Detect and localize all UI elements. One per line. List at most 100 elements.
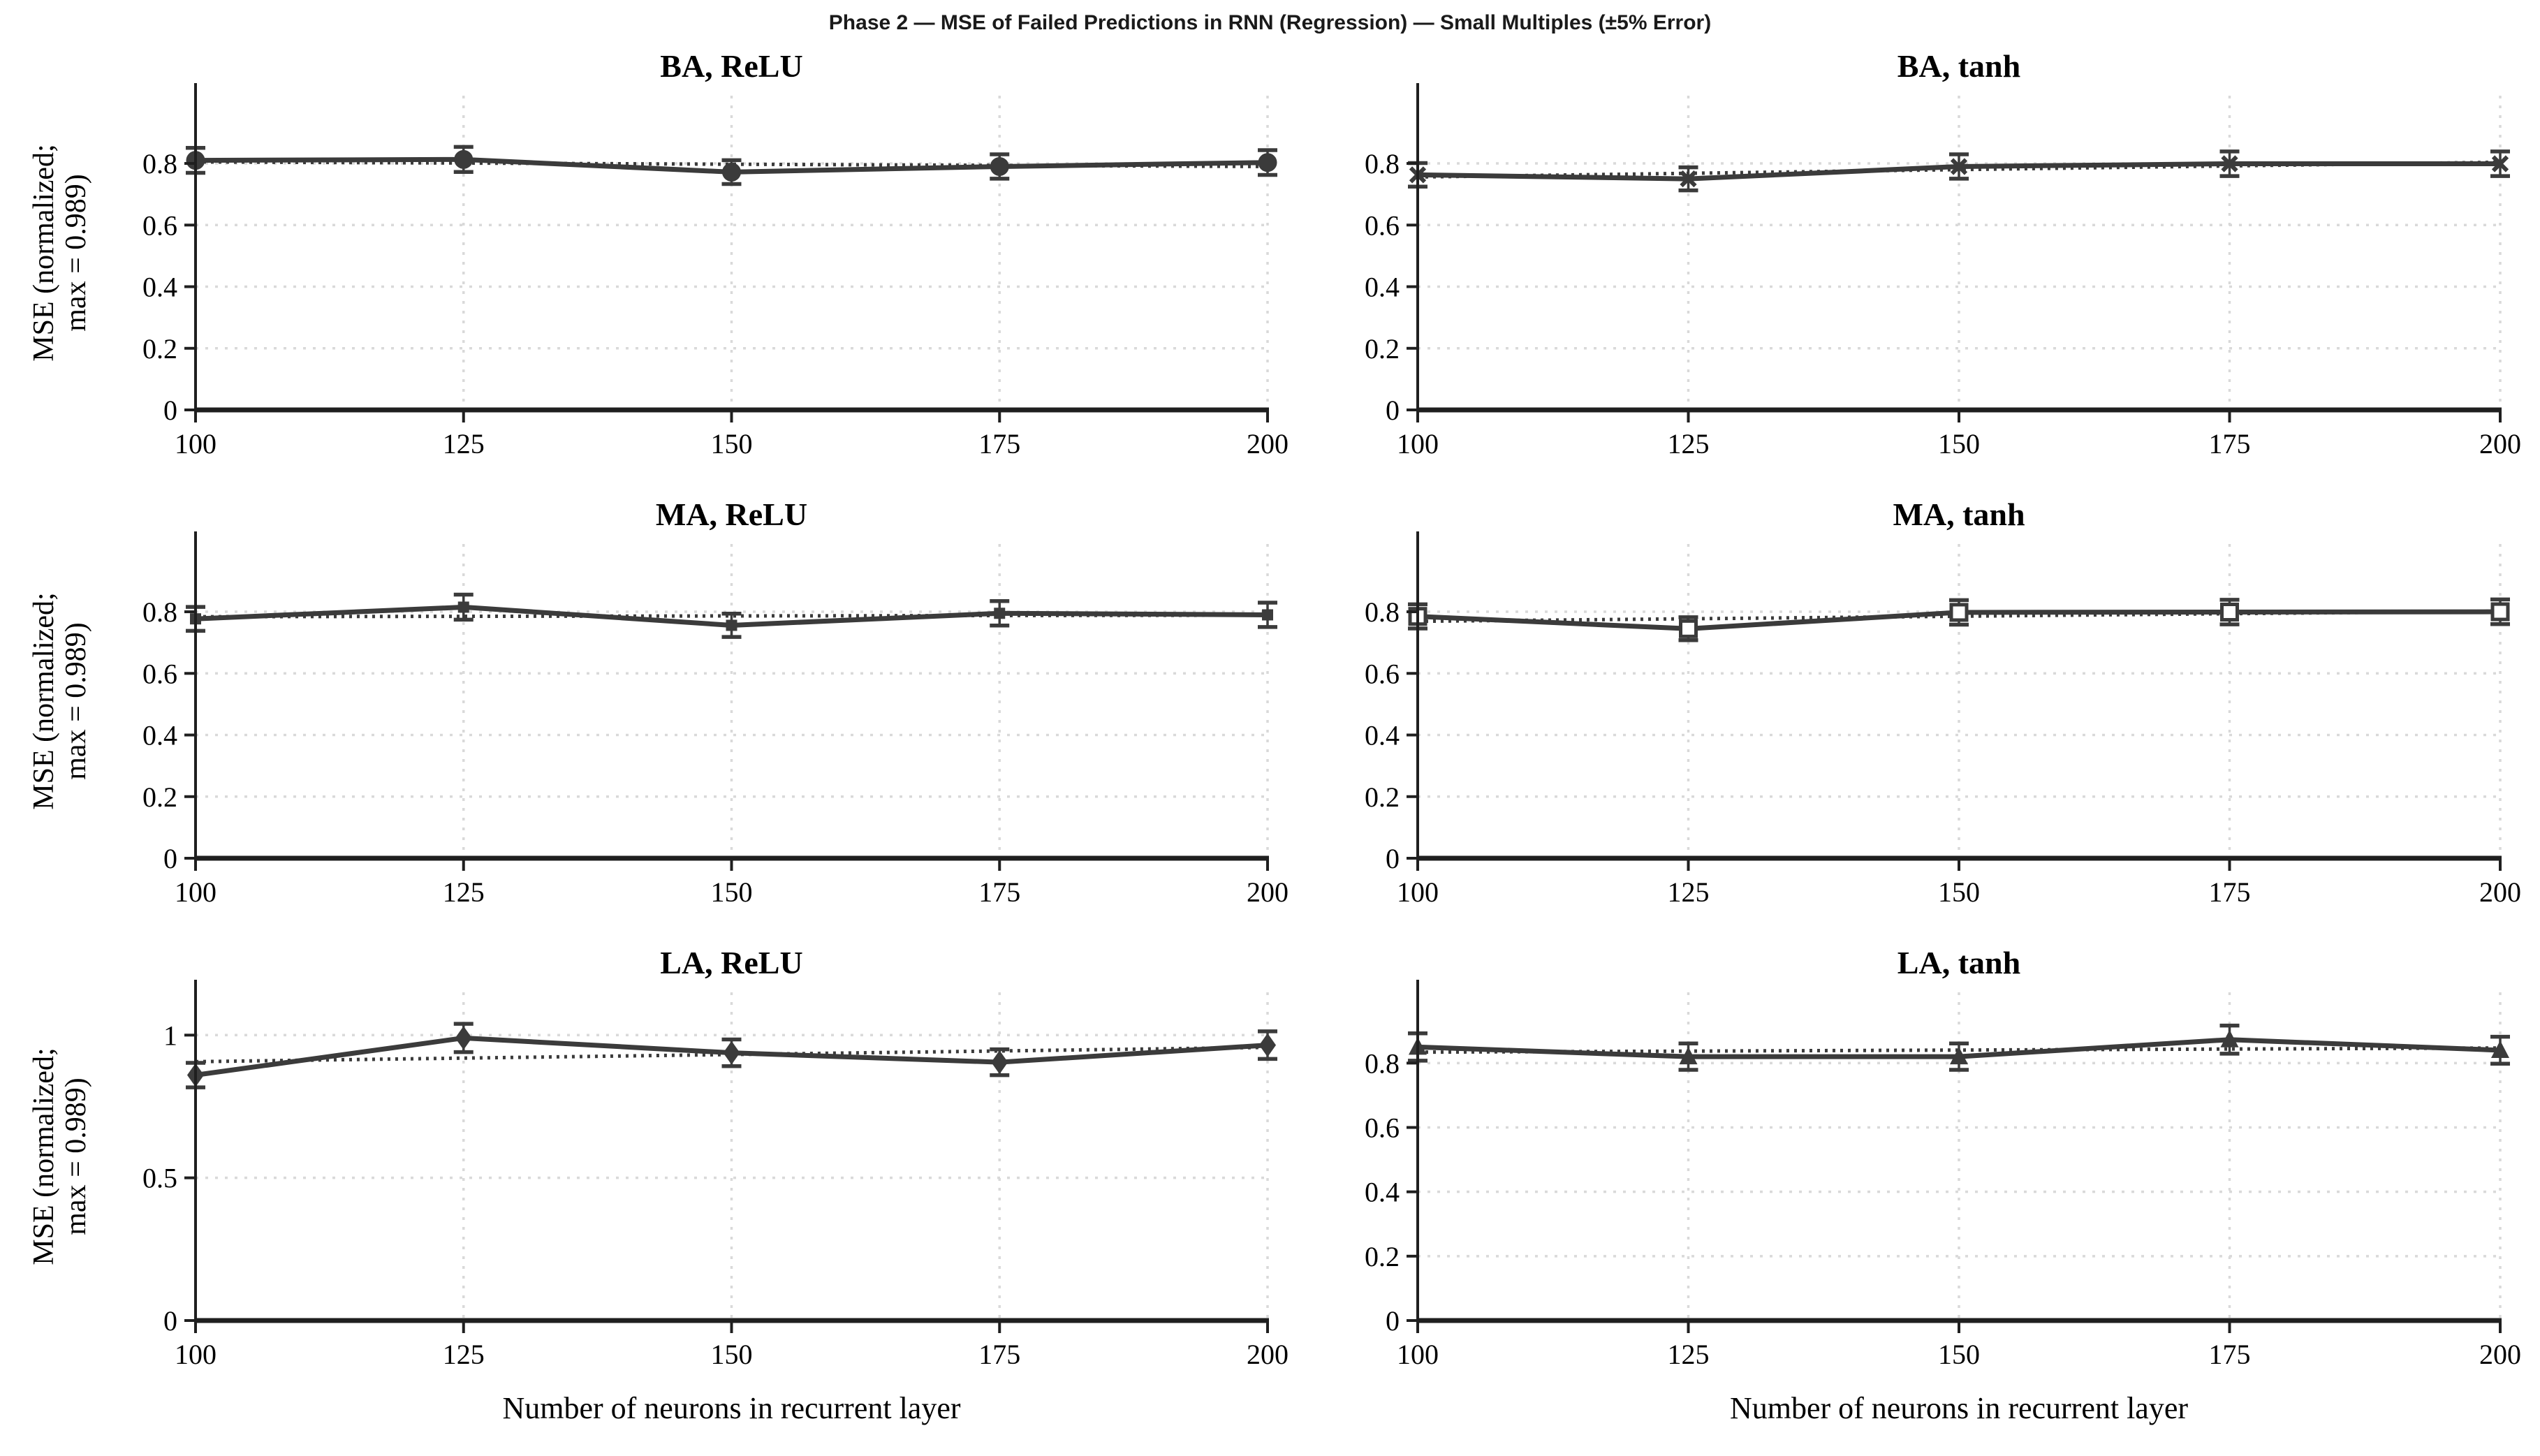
svg-text:0.2: 0.2 xyxy=(1365,333,1400,365)
subplot-ba-relu: 0 0.2 0.4 0.6 0.8 100 125 150 175 200 BA, ReLU MSE … xyxy=(28,48,1289,459)
subplot-title: LA, ReLU xyxy=(660,945,802,980)
svg-text:175: 175 xyxy=(978,1339,1020,1370)
y-tick-labels: 0 0.2 0.4 0.6 0.8 xyxy=(142,596,196,874)
y-axis-label: MSE (normalized;max = 0.989) xyxy=(28,144,92,361)
svg-text:0.4: 0.4 xyxy=(1365,720,1400,751)
svg-text:0: 0 xyxy=(1386,395,1400,426)
svg-text:175: 175 xyxy=(2209,876,2251,908)
svg-text:0: 0 xyxy=(163,395,177,426)
svg-text:1: 1 xyxy=(163,1020,177,1051)
svg-text:175: 175 xyxy=(2209,1339,2251,1370)
svg-text:0.6: 0.6 xyxy=(1365,209,1400,241)
svg-text:100: 100 xyxy=(175,876,216,908)
svg-text:0.8: 0.8 xyxy=(1365,148,1400,179)
subplot-title: BA, ReLU xyxy=(660,48,802,84)
svg-text:200: 200 xyxy=(2479,428,2521,459)
svg-text:150: 150 xyxy=(711,876,753,908)
svg-text:175: 175 xyxy=(978,876,1020,908)
series-markers xyxy=(190,601,1273,631)
svg-text:0: 0 xyxy=(1386,843,1400,874)
subplot-title: LA, tanh xyxy=(1897,945,2020,980)
svg-text:0.4: 0.4 xyxy=(1365,272,1400,303)
svg-text:175: 175 xyxy=(978,428,1020,459)
svg-text:0.8: 0.8 xyxy=(1365,1047,1400,1079)
svg-text:200: 200 xyxy=(1247,876,1289,908)
subplot-title: BA, tanh xyxy=(1897,48,2020,84)
gridlines xyxy=(194,992,1269,1321)
subplot-ma-tanh: 0 0.2 0.4 0.6 0.8 100 125 150 175 200 MA, tanh xyxy=(1365,497,2521,908)
y-axis-label: MSE (normalized;max = 0.989) xyxy=(28,1047,92,1265)
svg-text:0.4: 0.4 xyxy=(1365,1177,1400,1208)
x-tick-labels: 100 125 150 175 200 xyxy=(175,1321,1289,1370)
x-tick-labels: 100 125 150 175 200 xyxy=(1397,1321,2521,1370)
gridlines xyxy=(1416,96,2502,410)
svg-text:0: 0 xyxy=(1386,1305,1400,1337)
svg-text:100: 100 xyxy=(175,1339,216,1370)
y-tick-labels: 0 0.2 0.4 0.6 0.8 xyxy=(142,148,196,426)
series-markers xyxy=(1408,602,2510,638)
svg-text:150: 150 xyxy=(1938,876,1980,908)
svg-text:0.6: 0.6 xyxy=(142,658,177,689)
svg-text:0.8: 0.8 xyxy=(142,148,177,179)
subplot-ba-tanh: 0 0.2 0.4 0.6 0.8 100 125 150 175 200 BA, tanh xyxy=(1365,48,2521,459)
series-markers xyxy=(1409,1029,2509,1065)
svg-text:150: 150 xyxy=(711,1339,753,1370)
svg-text:200: 200 xyxy=(2479,876,2521,908)
svg-text:200: 200 xyxy=(1247,1339,1289,1370)
svg-text:0.6: 0.6 xyxy=(1365,658,1400,689)
svg-text:125: 125 xyxy=(443,876,485,908)
gridlines xyxy=(194,96,1269,410)
svg-text:0.2: 0.2 xyxy=(1365,1241,1400,1272)
svg-text:150: 150 xyxy=(711,428,753,459)
x-tick-labels: 100 125 150 175 200 xyxy=(175,410,1289,459)
figure-title: Phase 2 — MSE of Failed Predictions in R… xyxy=(828,11,1712,34)
svg-text:150: 150 xyxy=(1938,428,1980,459)
svg-text:125: 125 xyxy=(1668,876,1710,908)
svg-text:100: 100 xyxy=(175,428,216,459)
y-axis-label: MSE (normalized;max = 0.989) xyxy=(28,592,92,809)
subplot-la-tanh: 0 0.2 0.4 0.6 0.8 100 125 150 175 200 LA, tanh Numb… xyxy=(1365,945,2521,1425)
gridlines xyxy=(1416,992,2502,1321)
svg-text:0: 0 xyxy=(163,843,177,874)
subplot-title: MA, tanh xyxy=(1893,497,2025,532)
svg-text:100: 100 xyxy=(1397,428,1439,459)
subplot-ma-relu: 0 0.2 0.4 0.6 0.8 100 125 150 175 200 MA, ReLU MSE … xyxy=(28,497,1289,908)
svg-text:0: 0 xyxy=(163,1305,177,1337)
x-axis-label: Number of neurons in recurrent layer xyxy=(1730,1391,2188,1425)
y-tick-labels: 0 0.2 0.4 0.6 0.8 xyxy=(1365,596,1418,874)
svg-text:125: 125 xyxy=(1668,1339,1710,1370)
svg-text:175: 175 xyxy=(2209,428,2251,459)
subplot-title: MA, ReLU xyxy=(656,497,807,532)
svg-text:0.4: 0.4 xyxy=(142,272,177,303)
series-markers xyxy=(186,149,1277,182)
svg-text:100: 100 xyxy=(1397,876,1439,908)
y-tick-labels: 0 0.2 0.4 0.6 0.8 xyxy=(1365,148,1418,426)
svg-text:0.2: 0.2 xyxy=(1365,781,1400,813)
gridlines xyxy=(1416,544,2502,858)
x-tick-labels: 100 125 150 175 200 xyxy=(175,858,1289,908)
gridlines xyxy=(194,544,1269,858)
svg-text:100: 100 xyxy=(1397,1339,1439,1370)
x-tick-labels: 100 125 150 175 200 xyxy=(1397,410,2521,459)
svg-text:0.2: 0.2 xyxy=(142,781,177,813)
svg-text:125: 125 xyxy=(443,1339,485,1370)
svg-text:0.2: 0.2 xyxy=(142,333,177,365)
svg-text:0.8: 0.8 xyxy=(142,596,177,628)
svg-text:0.6: 0.6 xyxy=(1365,1112,1400,1144)
y-tick-labels: 00.51 xyxy=(142,1020,196,1337)
svg-text:125: 125 xyxy=(443,428,485,459)
svg-text:0.8: 0.8 xyxy=(1365,596,1400,628)
svg-text:200: 200 xyxy=(1247,428,1289,459)
svg-text:0.6: 0.6 xyxy=(142,209,177,241)
x-tick-labels: 100 125 150 175 200 xyxy=(1397,858,2521,908)
trend-line xyxy=(195,1045,1268,1064)
svg-text:0.5: 0.5 xyxy=(142,1163,177,1194)
x-axis-label: Number of neurons in recurrent layer xyxy=(502,1391,960,1425)
series-markers xyxy=(1409,155,2509,188)
y-tick-labels: 0 0.2 0.4 0.6 0.8 xyxy=(1365,1047,1418,1337)
svg-text:150: 150 xyxy=(1938,1339,1980,1370)
series-markers xyxy=(187,1026,1276,1087)
svg-text:200: 200 xyxy=(2479,1339,2521,1370)
